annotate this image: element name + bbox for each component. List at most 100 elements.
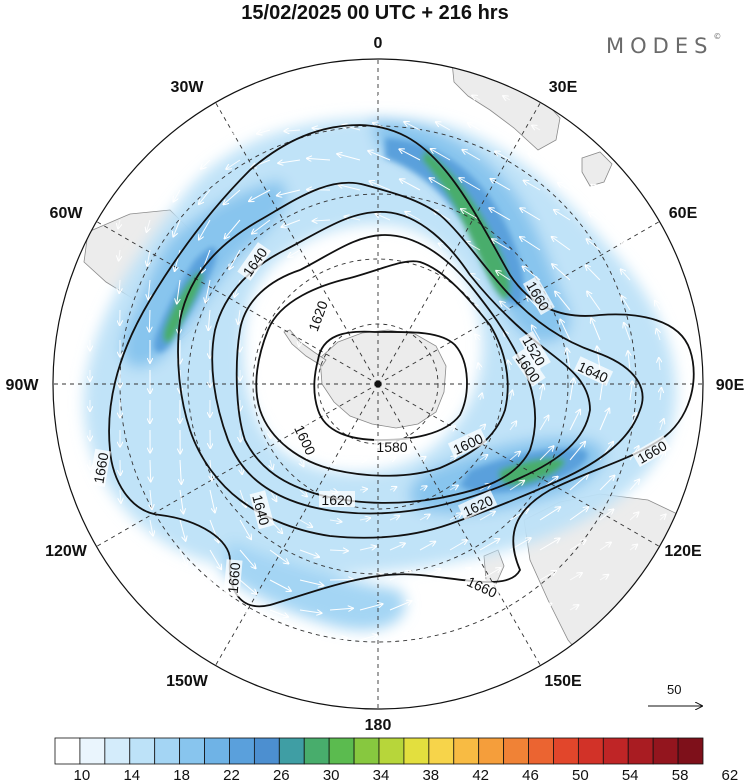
wind-vector (569, 507, 588, 521)
wind-vector (623, 215, 631, 221)
wind-vector (539, 507, 560, 521)
wind-vector (389, 633, 407, 641)
colorbar-cell (79, 737, 106, 765)
colorbar-cells (54, 737, 704, 765)
colorbar: 10141822263034384246505458626670 (54, 737, 739, 782)
wind-vector (459, 178, 481, 191)
reference-vector-label: 50 (667, 682, 682, 697)
wind-vector (539, 571, 556, 581)
wind-vector (359, 604, 383, 611)
longitude-label: 120E (664, 543, 702, 560)
wind-vector (120, 489, 121, 503)
wind-vector (552, 264, 571, 281)
wind-vector (591, 318, 601, 341)
colorbar-tick-label: 14 (123, 767, 140, 782)
contour-label-text: 1580 (376, 439, 407, 455)
wind-vector (359, 635, 377, 641)
south-pole-dot (374, 380, 382, 388)
wind-vector (449, 540, 467, 551)
wind-vector (319, 250, 331, 252)
colorbar-cell (54, 737, 81, 765)
wind-vector (420, 457, 426, 460)
contour-label-bg (462, 571, 503, 601)
colorbar-tick-label: 42 (472, 767, 489, 782)
wind-vector (510, 391, 512, 401)
wind-vector (282, 219, 301, 227)
wind-vector (419, 599, 441, 611)
wind-vector (419, 542, 435, 551)
wind-vector (654, 273, 661, 281)
colorbar-tick-label: 18 (173, 767, 190, 782)
wind-vector (621, 296, 631, 311)
colorbar-tick-label: 34 (373, 767, 390, 782)
longitude-label: 30W (171, 79, 205, 96)
wind-vector (150, 459, 151, 482)
wind-vector (520, 237, 541, 251)
wind-vector (238, 309, 240, 324)
wind-vector (173, 189, 181, 202)
wind-vector (239, 549, 256, 568)
wind-vector (592, 185, 601, 191)
colorbar-cell (229, 737, 255, 765)
wind-vector (450, 426, 455, 430)
contour-label: 1580 (374, 438, 410, 455)
wind-vector (449, 632, 464, 641)
wind-vector (586, 265, 601, 281)
colorbar-cell (378, 737, 405, 765)
wind-vector (174, 159, 181, 168)
wind-vector (368, 151, 391, 161)
wind-vector (419, 665, 430, 671)
wind-vector (288, 249, 301, 257)
wind-vector (180, 459, 181, 484)
wind-vector (400, 179, 421, 191)
wind-vector (539, 446, 554, 461)
wind-vector (323, 280, 331, 283)
wind-vector (376, 214, 391, 221)
wind-vector (329, 550, 348, 551)
contour-label-text: 1660 (90, 451, 111, 485)
wind-vector (269, 489, 276, 501)
wind-vector (569, 410, 580, 431)
wind-vector (389, 601, 412, 611)
wind-vector (509, 421, 516, 431)
contour-label-text: 1660 (225, 562, 244, 595)
colorbar-cell (503, 737, 529, 765)
wind-vector (269, 609, 288, 617)
colorbar-cell (129, 737, 156, 765)
colorbar-tick-label: 62 (722, 767, 739, 782)
wind-vector (150, 579, 154, 588)
wind-vector (532, 126, 541, 131)
wind-vector (230, 129, 241, 135)
colorbar-cell (577, 737, 604, 765)
wind-vector (449, 665, 459, 671)
wind-vector (225, 219, 241, 238)
colorbar-cell (528, 737, 554, 765)
wind-vector (390, 457, 396, 460)
colorbar-cell (428, 737, 455, 765)
wind-vector (659, 358, 660, 371)
wind-vector (307, 158, 331, 160)
wind-vector (655, 301, 661, 311)
wind-vector (404, 122, 421, 131)
wind-vector (389, 487, 396, 490)
wind-vector (199, 189, 211, 204)
wind-vector (509, 634, 520, 641)
wind-vector (552, 237, 571, 251)
wind-vector (150, 549, 154, 562)
jet-max-upper-green (422, 150, 511, 300)
wind-vector (654, 244, 661, 251)
longitude-label: 0 (374, 35, 383, 52)
wind-vector (299, 339, 300, 346)
wind-vector (209, 519, 219, 542)
wind-vector (297, 309, 300, 316)
longitude-label: 60E (669, 205, 698, 222)
wind-vector (179, 609, 186, 617)
colorbar-cell (627, 737, 654, 765)
wind-vector (466, 242, 481, 251)
wind-vector (353, 68, 361, 70)
contour-label-bg (89, 448, 112, 487)
wind-vector (405, 212, 421, 221)
wind-vector (359, 546, 376, 551)
wind-vector (226, 159, 241, 169)
contour-label-bg (303, 296, 331, 336)
